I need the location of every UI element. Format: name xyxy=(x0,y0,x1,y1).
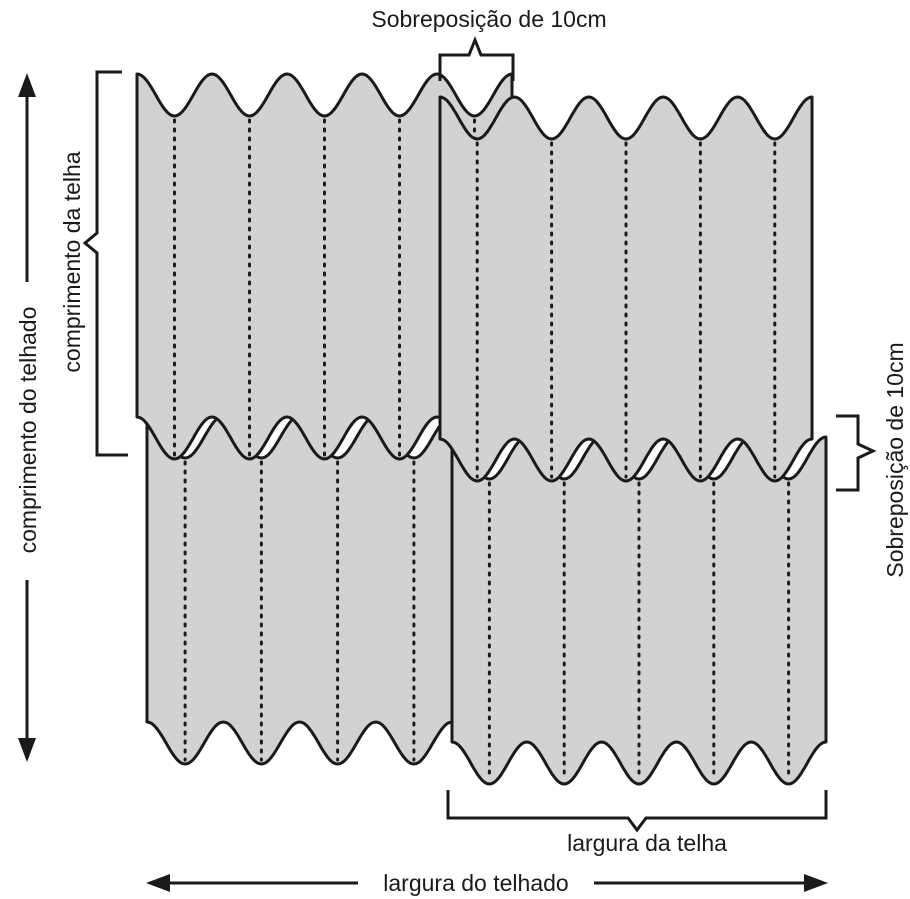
sheet-top-right xyxy=(438,95,814,483)
sheet-top-right-ribs xyxy=(475,141,777,479)
top-overlap-label: Sobreposição de 10cm xyxy=(371,6,606,32)
roof-length-arrow xyxy=(18,73,36,762)
sheet-bottom-left-body xyxy=(145,414,454,766)
tile-length-bracket xyxy=(82,70,128,457)
side-overlap-bracket xyxy=(836,414,877,492)
sheet-bottom-left xyxy=(145,414,454,766)
tile-width-label: largura da telha xyxy=(567,830,727,856)
roof-length-label: comprimento do telhado xyxy=(15,307,41,554)
side-overlap-label: Sobreposição de 10cm xyxy=(882,342,908,577)
roof-width-label: largura do telhado xyxy=(383,870,568,896)
top-overlap-bracket xyxy=(438,35,515,81)
roof-width-arrow xyxy=(146,874,828,892)
sheet-bottom-right xyxy=(450,435,828,786)
tile-width-bracket xyxy=(446,790,828,833)
tile-length-label: comprimento da telha xyxy=(59,151,85,372)
